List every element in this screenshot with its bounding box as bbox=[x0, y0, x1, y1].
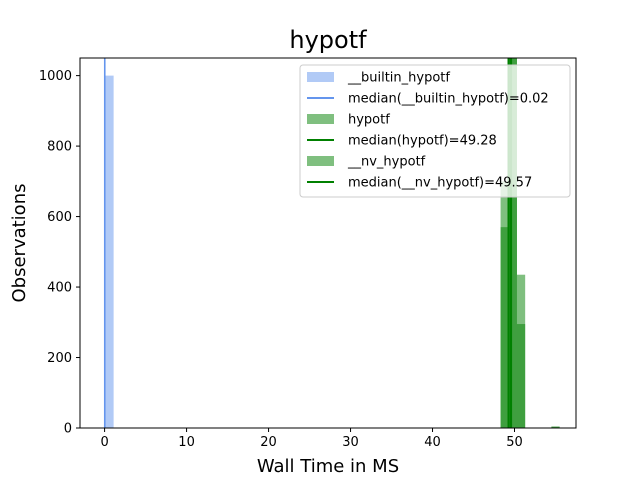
legend-patch-0 bbox=[307, 72, 334, 82]
legend-label-2: hypotf bbox=[348, 113, 390, 128]
legend-patch-4 bbox=[307, 156, 334, 166]
x-axis-ticks: 0 10 20 30 40 50 bbox=[100, 428, 523, 450]
x-tick-label-0: 0 bbox=[100, 435, 108, 450]
y-axis-ticks: 0 200 400 600 800 1000 bbox=[39, 69, 80, 437]
x-axis-label: Wall Time in MS bbox=[257, 456, 399, 477]
y-tick-label-5: 1000 bbox=[39, 69, 72, 84]
x-tick-label-2: 20 bbox=[260, 435, 277, 450]
y-tick-label-4: 800 bbox=[47, 140, 72, 155]
legend-label-3: median(hypotf)=49.28 bbox=[348, 134, 497, 149]
y-tick-label-2: 400 bbox=[47, 281, 72, 296]
chart-title: hypotf bbox=[289, 26, 367, 54]
x-tick-label-3: 30 bbox=[342, 435, 359, 450]
x-tick-label-4: 40 bbox=[424, 435, 441, 450]
legend-box bbox=[299, 64, 571, 198]
legend: __builtin_hypotf median(__builtin_hypotf)… bbox=[299, 64, 571, 198]
bar-series-0-bin-0 bbox=[104, 75, 114, 428]
y-tick-label-1: 200 bbox=[47, 351, 72, 366]
y-tick-label-3: 600 bbox=[47, 210, 72, 225]
plot-frame bbox=[79, 57, 577, 429]
legend-label-1: median(__builtin_hypotf)=0.02 bbox=[348, 92, 549, 107]
histogram-bars bbox=[104, 58, 560, 428]
bar-series-2-bin-0 bbox=[500, 181, 509, 428]
y-tick-label-0: 0 bbox=[64, 422, 72, 437]
x-tick-label-1: 10 bbox=[178, 435, 195, 450]
legend-patch-2 bbox=[307, 114, 334, 124]
bar-series-2-bin-2 bbox=[516, 274, 526, 428]
y-axis-label: Observations bbox=[9, 184, 30, 303]
x-tick-label-5: 50 bbox=[506, 435, 523, 450]
legend-label-0: __builtin_hypotf bbox=[347, 71, 450, 86]
bar-series-2-bin-1 bbox=[508, 58, 517, 428]
legend-label-5: median(__nv_hypotf)=49.57 bbox=[348, 176, 532, 191]
bar-series-2-bin-3 bbox=[551, 426, 560, 428]
legend-label-4: __nv_hypotf bbox=[347, 155, 426, 170]
